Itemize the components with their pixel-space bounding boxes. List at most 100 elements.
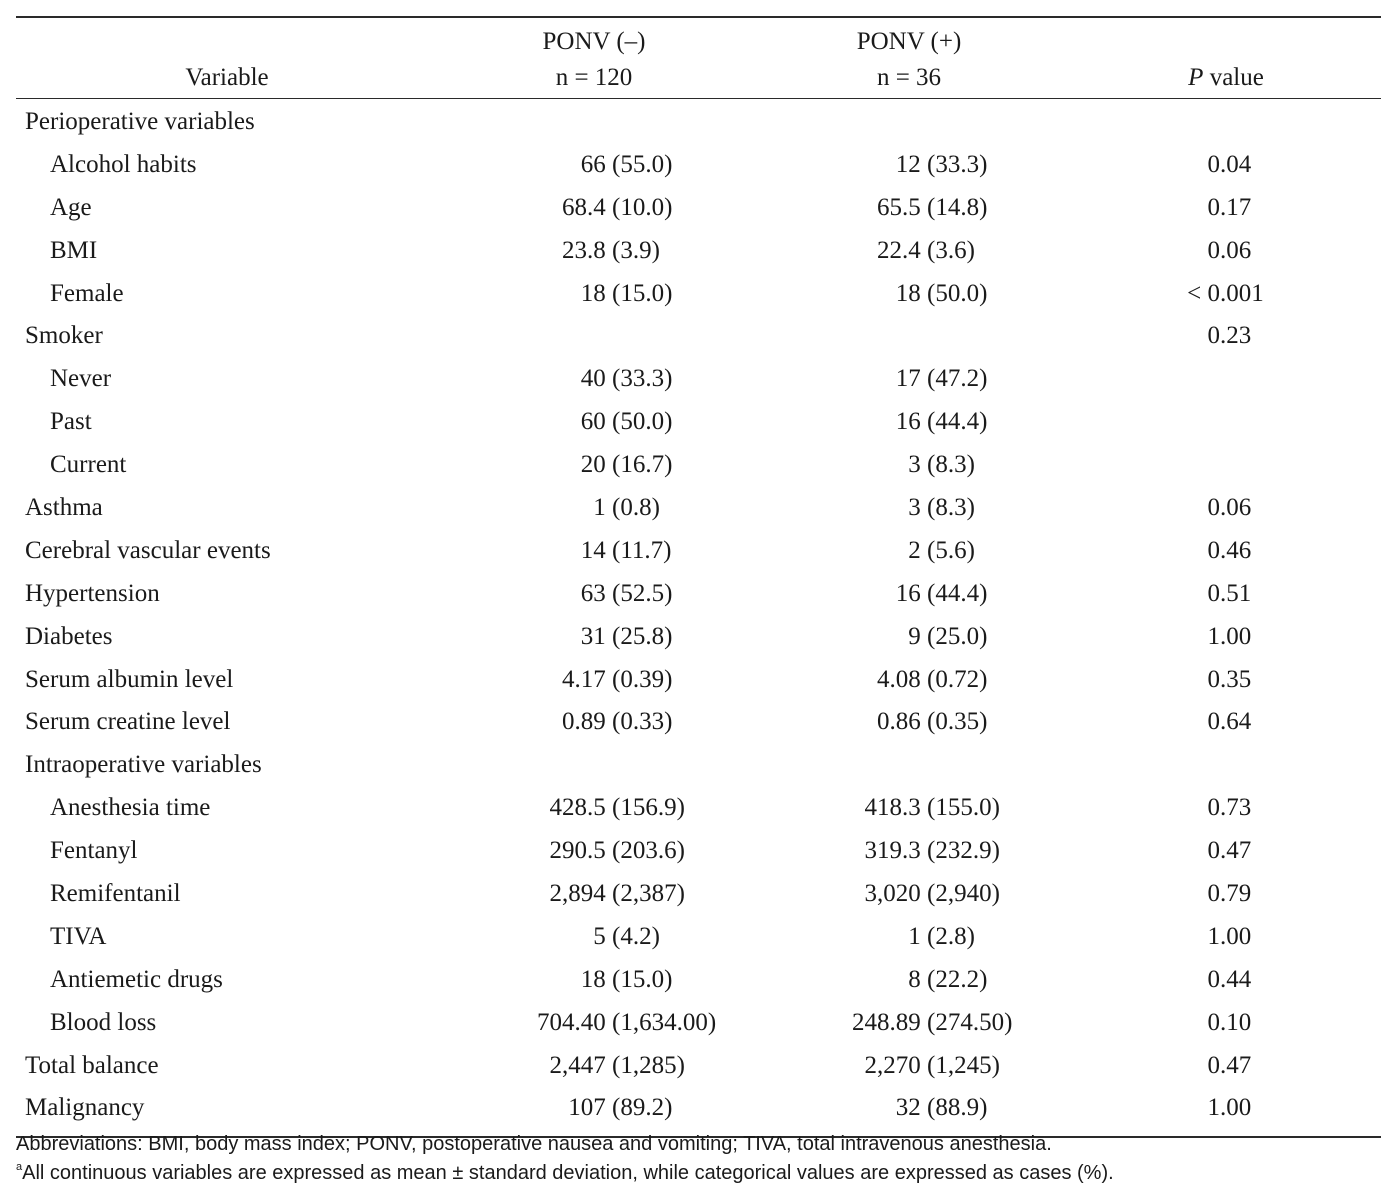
row-ponv-positive-value: 319.3 (232.9) — [864, 837, 1000, 865]
row-ponv-positive-value: 3 (8.3) — [908, 494, 975, 522]
row-p-value: 0.17 — [1207, 193, 1252, 221]
table-row: Remifentanil 2,894 (2,387) 3,020 (2,940) 0.… — [16, 873, 1381, 916]
row-label: Anesthesia time — [50, 794, 211, 822]
row-label: Serum creatine level — [25, 708, 231, 736]
table-row: Intraoperative variables — [16, 744, 1381, 787]
row-ponv-positive-value: 2,270 (1,245) — [864, 1051, 1000, 1079]
row-p-value: 0.64 — [1207, 708, 1252, 736]
row-ponv-negative-value: 0.89 (0.33) — [562, 708, 673, 736]
row-label: Alcohol habits — [50, 150, 197, 178]
row-label: TIVA — [50, 922, 107, 950]
row-label: Age — [50, 193, 92, 221]
header-ponv-positive-n: n = 36 — [876, 64, 942, 91]
table-row: Total balance 2,447 (1,285) 2,270 (1,245) 0… — [16, 1045, 1381, 1088]
row-p-value: 0.51 — [1207, 579, 1252, 607]
table-row: Never 40 (33.3) 17 (47.2) — [16, 358, 1381, 401]
row-ponv-negative-value: 428.5 (156.9) — [549, 794, 685, 822]
table-row: Serum albumin level 4.17 (0.39) 4.08 (0.72… — [16, 659, 1381, 702]
row-ponv-negative-value: 60 (50.0) — [580, 408, 673, 436]
row-ponv-negative-value: 704.40 (1,634.00) — [537, 1008, 717, 1036]
header-variable: Variable — [185, 64, 269, 91]
row-ponv-negative-value: 1 (0.8) — [593, 494, 660, 522]
row-ponv-negative-value: 290.5 (203.6) — [549, 837, 685, 865]
row-label: Perioperative variables — [25, 108, 255, 135]
table-row: Current 20 (16.7) 3 (8.3) — [16, 444, 1381, 487]
table-row: Cerebral vascular events 14 (11.7) 2 (5.6)… — [16, 530, 1381, 573]
row-ponv-negative-value: 2,894 (2,387) — [549, 880, 685, 908]
row-ponv-positive-value: 418.3 (155.0) — [864, 794, 1000, 822]
row-ponv-negative-value: 14 (11.7) — [580, 536, 672, 564]
header-ponv-negative: PONV (–) — [542, 28, 646, 55]
table-row: Hypertension 63 (52.5) 16 (44.4) 0.51 — [16, 573, 1381, 616]
table-row: Smoker 0.23 — [16, 315, 1381, 358]
row-p-value: 0.44 — [1207, 965, 1252, 993]
row-ponv-positive-value: 65.5 (14.8) — [877, 193, 988, 221]
row-ponv-negative-value: 18 (15.0) — [580, 279, 673, 307]
row-label: Asthma — [25, 494, 103, 522]
table-header: Variable PONV (–) n = 120 PONV (+) n = 3… — [16, 18, 1381, 98]
row-ponv-positive-value: 4.08 (0.72) — [877, 665, 988, 693]
table-row: Diabetes 31 (25.8) 9 (25.0) 1.00 — [16, 616, 1381, 659]
table-row: Past 60 (50.0) 16 (44.4) — [16, 401, 1381, 444]
row-p-value: 0.46 — [1207, 536, 1252, 564]
row-ponv-negative-value: 63 (52.5) — [580, 579, 673, 607]
table-row: Antiemetic drugs 18 (15.0) 8 (22.2) 0.44 — [16, 959, 1381, 1002]
row-ponv-negative-value: 40 (33.3) — [580, 365, 673, 393]
row-label: Smoker — [25, 322, 103, 350]
row-ponv-negative-value: 107 (89.2) — [568, 1094, 673, 1122]
row-p-value: 0.47 — [1207, 1051, 1252, 1079]
footnote-a-marker: a — [16, 1161, 23, 1173]
row-label: Intraoperative variables — [25, 751, 262, 779]
header-ponv-positive: PONV (+) — [856, 28, 962, 55]
row-ponv-negative-value: 68.4 (10.0) — [562, 193, 673, 221]
row-p-value: 0.47 — [1207, 837, 1252, 865]
footnote-a: aAll continuous variables are expressed … — [16, 1159, 1114, 1188]
table-row: BMI 23.8 (3.9) 22.4 (3.6) 0.06 — [16, 230, 1381, 273]
row-p-value: 0.73 — [1207, 794, 1252, 822]
row-ponv-positive-value: 3,020 (2,940) — [864, 880, 1000, 908]
row-p-value: 1.00 — [1207, 622, 1252, 650]
header-p-value: P value — [1106, 60, 1346, 96]
row-ponv-positive-value: 2 (5.6) — [908, 536, 975, 564]
row-ponv-negative-value: 66 (55.0) — [580, 150, 673, 178]
row-ponv-negative-value: 5 (4.2) — [593, 922, 660, 950]
table-row: Age 68.4 (10.0) 65.5 (14.8) 0.17 — [16, 187, 1381, 230]
table-row: Asthma 1 (0.8) 3 (8.3) 0.06 — [16, 487, 1381, 530]
row-ponv-positive-value: 3 (8.3) — [908, 451, 975, 479]
row-label: Serum albumin level — [25, 665, 234, 693]
header-p-rest: value — [1203, 64, 1264, 91]
table-row: Female 18 (15.0) 18 (50.0) < 0.001 — [16, 273, 1381, 316]
row-label: Past — [50, 408, 92, 436]
header-ponv-negative-n: n = 120 — [555, 64, 633, 91]
data-table: Variable PONV (–) n = 120 PONV (+) n = 3… — [16, 16, 1381, 1139]
table-top-rule — [16, 16, 1381, 18]
row-p-value: 0.04 — [1207, 150, 1252, 178]
row-ponv-positive-value: 22.4 (3.6) — [877, 236, 975, 264]
row-label: Antiemetic drugs — [50, 965, 223, 993]
row-ponv-negative-value: 2,447 (1,285) — [549, 1051, 685, 1079]
table-footnotes: Abbreviations: BMI, body mass index; PON… — [16, 1130, 1114, 1188]
footnote-abbreviations: Abbreviations: BMI, body mass index; PON… — [16, 1133, 1052, 1155]
row-label: Never — [50, 365, 112, 393]
row-ponv-positive-value: 17 (47.2) — [895, 365, 988, 393]
row-label: Female — [50, 279, 124, 307]
row-p-value: 0.35 — [1207, 665, 1252, 693]
row-label: Current — [50, 451, 127, 479]
row-p-value: 0.06 — [1207, 494, 1252, 522]
row-ponv-positive-value: 1 (2.8) — [908, 922, 975, 950]
row-label: Diabetes — [25, 622, 113, 650]
table-row: Fentanyl 290.5 (203.6) 319.3 (232.9) 0.47 — [16, 830, 1381, 873]
row-label: Total balance — [25, 1051, 159, 1079]
row-label: Cerebral vascular events — [25, 536, 271, 564]
table-body: Perioperative variables Alcohol habits 66 … — [16, 99, 1381, 1136]
header-p-italic: P — [1188, 64, 1204, 91]
row-p-value: 1.00 — [1207, 1094, 1252, 1122]
row-ponv-positive-value: 16 (44.4) — [895, 408, 988, 436]
row-p-value: < 0.001 — [1187, 279, 1264, 307]
row-ponv-positive-value: 32 (88.9) — [895, 1094, 988, 1122]
row-label: Hypertension — [25, 579, 160, 607]
row-label: Malignancy — [25, 1094, 145, 1122]
footnote-a-text: All continuous variables are expressed a… — [22, 1162, 1114, 1184]
row-p-value: 0.10 — [1207, 1008, 1252, 1036]
table-row: Blood loss 704.40 (1,634.00) 248.89 (274.5… — [16, 1002, 1381, 1045]
